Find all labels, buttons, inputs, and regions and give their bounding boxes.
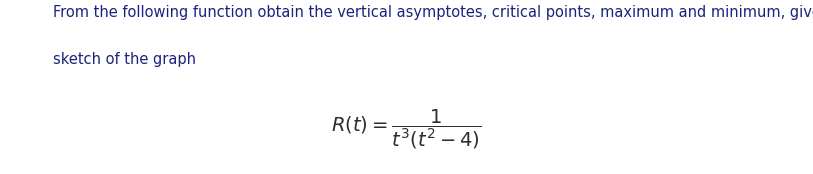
Text: From the following function obtain the vertical asymptotes, critical points, max: From the following function obtain the v… <box>53 5 813 20</box>
Text: $R(t)=\dfrac{1}{t^{3}(t^{2}-4)}$: $R(t)=\dfrac{1}{t^{3}(t^{2}-4)}$ <box>332 108 481 151</box>
Text: sketch of the graph: sketch of the graph <box>53 52 196 67</box>
